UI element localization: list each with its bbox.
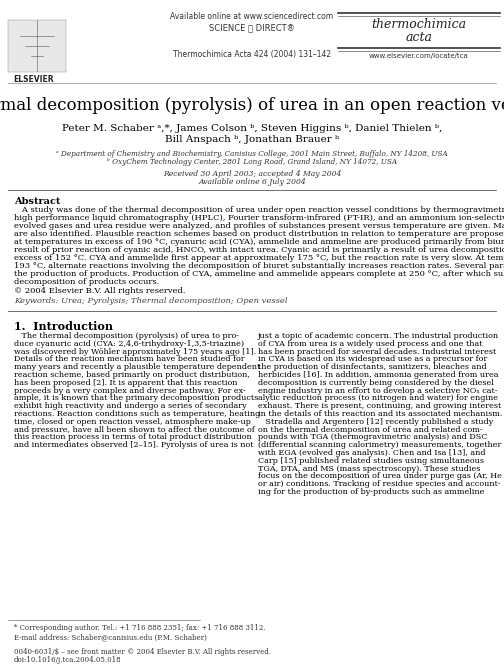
- Text: has been proposed [2]. It is apparent that this reaction: has been proposed [2]. It is apparent th…: [14, 379, 237, 387]
- Text: Thermal decomposition (pyrolysis) of urea in an open reaction vessel: Thermal decomposition (pyrolysis) of ure…: [0, 97, 504, 114]
- Text: engine industry in an effort to develop a selective NOₓ cat-: engine industry in an effort to develop …: [258, 386, 497, 394]
- Text: decomposition is currently being considered by the diesel: decomposition is currently being conside…: [258, 379, 494, 387]
- Text: ing for the production of by-products such as ammeline: ing for the production of by-products su…: [258, 488, 484, 496]
- Text: acta: acta: [406, 31, 432, 44]
- Text: Abstract: Abstract: [14, 197, 60, 206]
- Text: The thermal decomposition (pyrolysis) of urea to pro-: The thermal decomposition (pyrolysis) of…: [14, 332, 239, 340]
- Text: focus on the decomposition of urea under purge gas (Ar, He: focus on the decomposition of urea under…: [258, 472, 502, 480]
- Text: Stradella and Argentero [12] recently published a study: Stradella and Argentero [12] recently pu…: [258, 418, 493, 426]
- Text: time, closed or open reaction vessel, atmosphere make-up: time, closed or open reaction vessel, at…: [14, 418, 251, 426]
- Text: and intermediates observed [2–15]. Pyrolysis of urea is not: and intermediates observed [2–15]. Pyrol…: [14, 442, 254, 449]
- Text: (differential scanning calorimetry) measurements, together: (differential scanning calorimetry) meas…: [258, 442, 501, 449]
- Text: of CYA from urea is a widely used process and one that: of CYA from urea is a widely used proces…: [258, 340, 482, 348]
- Text: pounds with TGA (thermogravimetric analysis) and DSC: pounds with TGA (thermogravimetric analy…: [258, 433, 487, 442]
- Text: * Corresponding author. Tel.: +1 716 888 2351; fax: +1 716 888 3112.: * Corresponding author. Tel.: +1 716 888…: [14, 624, 266, 632]
- Text: Peter M. Schaber ᵃ,*, James Colson ᵇ, Steven Higgins ᵇ, Daniel Thielen ᵇ,: Peter M. Schaber ᵃ,*, James Colson ᵇ, St…: [62, 124, 442, 133]
- Text: just a topic of academic concern. The industrial production: just a topic of academic concern. The in…: [258, 332, 499, 340]
- Text: doi:10.1016/j.tca.2004.05.018: doi:10.1016/j.tca.2004.05.018: [14, 656, 121, 664]
- Text: Details of the reaction mechanism have been studied for: Details of the reaction mechanism have b…: [14, 355, 244, 364]
- Text: © 2004 Elsevier B.V. All rights reserved.: © 2004 Elsevier B.V. All rights reserved…: [14, 287, 185, 295]
- Text: this reaction process in terms of total product distribution: this reaction process in terms of total …: [14, 433, 252, 442]
- Text: decomposition of products occurs.: decomposition of products occurs.: [14, 278, 159, 286]
- Text: reactions. Reaction conditions such as temperature, heating: reactions. Reaction conditions such as t…: [14, 410, 260, 418]
- Text: herbicides [16]. In addition, ammonia generated from urea: herbicides [16]. In addition, ammonia ge…: [258, 371, 498, 379]
- Text: exhaust. There is present, continuing, and growing interest: exhaust. There is present, continuing, a…: [258, 403, 501, 410]
- Text: 193 °C, alternate reactions involving the decomposition of biuret substantially : 193 °C, alternate reactions involving th…: [14, 262, 504, 270]
- Text: or air) conditions. Tracking of residue species and account-: or air) conditions. Tracking of residue …: [258, 480, 500, 488]
- Text: Carp [15] published related studies using simultaneous: Carp [15] published related studies usin…: [258, 457, 484, 465]
- Text: ᵇ OxyChem Technology Center, 2801 Long Road, Grand Island, NY 14072, USA: ᵇ OxyChem Technology Center, 2801 Long R…: [107, 158, 397, 166]
- Text: with EGA (evolved gas analysis). Chen and Isa [13], and: with EGA (evolved gas analysis). Chen an…: [258, 449, 485, 457]
- Text: are also identified. Plausible reaction schemes based on product distribution in: are also identified. Plausible reaction …: [14, 230, 504, 238]
- Text: has been practiced for several decades. Industrial interest: has been practiced for several decades. …: [258, 347, 496, 355]
- Text: alytic reduction process (to nitrogen and water) for engine: alytic reduction process (to nitrogen an…: [258, 394, 498, 403]
- Text: thermochimica: thermochimica: [371, 18, 467, 31]
- Text: A study was done of the thermal decomposition of urea under open reaction vessel: A study was done of the thermal decompos…: [14, 206, 504, 214]
- Text: the production of disinfectants, sanitizers, bleaches and: the production of disinfectants, sanitiz…: [258, 363, 487, 371]
- Text: and pressure, have all been shown to affect the outcome of: and pressure, have all been shown to aff…: [14, 425, 255, 433]
- Text: www.elsevier.com/locate/tca: www.elsevier.com/locate/tca: [369, 53, 469, 59]
- Text: ample, it is known that the primary decomposition products: ample, it is known that the primary deco…: [14, 394, 258, 403]
- Text: Available online 6 July 2004: Available online 6 July 2004: [198, 178, 306, 186]
- Text: in CYA is based on its widespread use as a precursor for: in CYA is based on its widespread use as…: [258, 355, 487, 364]
- Text: many years and recently a plausible temperature dependent: many years and recently a plausible temp…: [14, 363, 260, 371]
- Text: ᵃ Department of Chemistry and Biochemistry, Canisius College, 2001 Main Street, : ᵃ Department of Chemistry and Biochemist…: [56, 150, 448, 158]
- Text: E-mail address: Schaber@canisius.edu (P.M. Schaber): E-mail address: Schaber@canisius.edu (P.…: [14, 633, 207, 641]
- Text: in the details of this reaction and its associated mechanism.: in the details of this reaction and its …: [258, 410, 502, 418]
- Text: evolved gases and urea residue were analyzed, and profiles of substances present: evolved gases and urea residue were anal…: [14, 222, 504, 230]
- Text: the production of products. Production of CYA, ammeline and ammelide appears com: the production of products. Production o…: [14, 270, 504, 278]
- Text: reaction scheme, based primarily on product distribution,: reaction scheme, based primarily on prod…: [14, 371, 250, 379]
- Text: SCIENCE ⓓ DIRECT®: SCIENCE ⓓ DIRECT®: [209, 23, 295, 32]
- Text: 0040-6031/$ – see front matter © 2004 Elsevier B.V. All rights reserved.: 0040-6031/$ – see front matter © 2004 El…: [14, 648, 271, 656]
- Text: ELSEVIER: ELSEVIER: [14, 75, 54, 84]
- Text: exhibit high reactivity and undergo a series of secondary: exhibit high reactivity and undergo a se…: [14, 403, 246, 410]
- Text: duce cyanuric acid (CYA: 2,4,6-trihydroxy-1,3,5-triazine): duce cyanuric acid (CYA: 2,4,6-trihydrox…: [14, 340, 244, 348]
- Text: 1.  Introduction: 1. Introduction: [14, 321, 113, 332]
- Text: Keywords: Urea; Pyrolysis; Thermal decomposition; Open vessel: Keywords: Urea; Pyrolysis; Thermal decom…: [14, 297, 287, 305]
- Text: Received 30 April 2003; accepted 4 May 2004: Received 30 April 2003; accepted 4 May 2…: [163, 170, 341, 178]
- Text: Available online at www.sciencedirect.com: Available online at www.sciencedirect.co…: [170, 12, 334, 21]
- Text: excess of 152 °C. CYA and ammelide first appear at approximately 175 °C, but the: excess of 152 °C. CYA and ammelide first…: [14, 254, 504, 262]
- Text: was discovered by Wöhler approximately 175 years ago [1].: was discovered by Wöhler approximately 1…: [14, 347, 256, 355]
- Text: result of prior reaction of cyanic acid, HNCO, with intact urea. Cyanic acid is : result of prior reaction of cyanic acid,…: [14, 246, 504, 254]
- Text: high performance liquid chromatography (HPLC), Fourier transform-infrared (FT-IR: high performance liquid chromatography (…: [14, 214, 504, 222]
- Text: Bill Anspach ᵇ, Jonathan Brauer ᵇ: Bill Anspach ᵇ, Jonathan Brauer ᵇ: [165, 135, 339, 144]
- Text: Thermochimica Acta 424 (2004) 131–142: Thermochimica Acta 424 (2004) 131–142: [173, 50, 331, 59]
- Text: TGA, DTA, and MS (mass spectroscopy). These studies: TGA, DTA, and MS (mass spectroscopy). Th…: [258, 464, 480, 472]
- Text: at temperatures in excess of 190 °C, cyanuric acid (CYA), ammelide and ammeline : at temperatures in excess of 190 °C, cya…: [14, 238, 504, 246]
- Text: proceeds by a very complex and diverse pathway. For ex-: proceeds by a very complex and diverse p…: [14, 386, 246, 394]
- Text: on the thermal decomposition of urea and related com-: on the thermal decomposition of urea and…: [258, 425, 483, 433]
